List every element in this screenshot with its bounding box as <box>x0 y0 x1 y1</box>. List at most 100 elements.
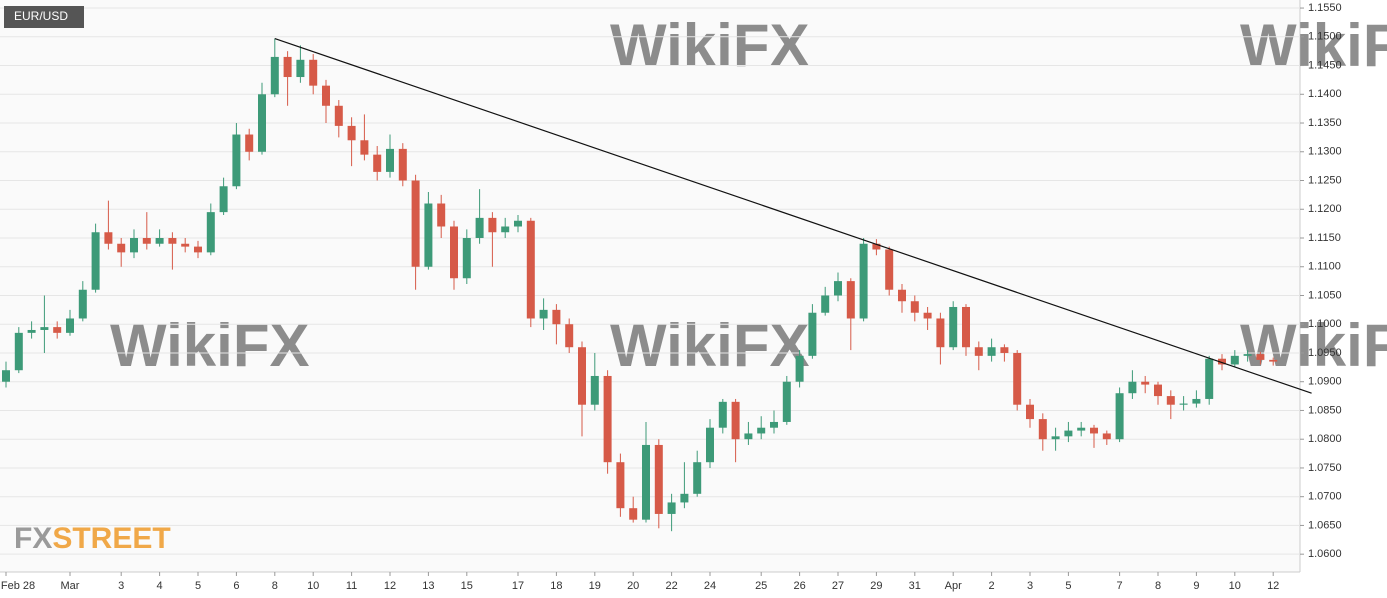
candle-body <box>910 301 919 313</box>
y-tick-label: 1.0750 <box>1308 462 1342 474</box>
x-tick-label: 13 <box>422 580 434 592</box>
candle-body <box>232 134 241 187</box>
x-tick-label: 26 <box>793 580 805 592</box>
candle-body <box>974 347 983 356</box>
x-tick-label: 12 <box>384 580 396 592</box>
watermark: WikiFX <box>1240 12 1387 79</box>
candle-body <box>142 237 151 244</box>
candle-body <box>1230 355 1239 365</box>
x-tick-label: 3 <box>118 580 124 592</box>
y-tick-label: 1.1050 <box>1308 289 1342 301</box>
x-tick-label: 19 <box>589 580 601 592</box>
candle-body <box>53 327 62 333</box>
candle-body <box>181 243 190 247</box>
candle-body <box>744 433 753 440</box>
x-tick-label: 18 <box>550 580 562 592</box>
candle-body <box>757 427 766 434</box>
candle-body <box>1128 381 1137 394</box>
candle-body <box>808 312 817 356</box>
candle-body <box>962 306 970 348</box>
candle-body <box>424 203 433 267</box>
x-tick-label: 27 <box>832 580 844 592</box>
x-tick-label: 20 <box>627 580 639 592</box>
y-tick-label: 1.1150 <box>1308 232 1341 244</box>
candle-body <box>1115 393 1124 440</box>
y-tick-label: 1.1200 <box>1308 203 1342 215</box>
x-tick-label: Feb 28 <box>1 580 35 592</box>
candle-body <box>667 502 676 514</box>
candle-body <box>117 243 126 253</box>
x-tick-label: 5 <box>1065 580 1071 592</box>
candle-body <box>834 281 842 296</box>
candle-body <box>1256 354 1265 360</box>
candle-body <box>1064 430 1073 437</box>
candle-body <box>526 220 535 319</box>
candle-body <box>1192 398 1201 404</box>
logo-suffix: STREET <box>52 522 170 555</box>
x-tick-label: 17 <box>512 580 524 592</box>
candle-body <box>1090 427 1098 434</box>
candle-body <box>219 186 228 213</box>
candle-body <box>206 212 215 253</box>
candle-body <box>1013 352 1022 405</box>
candle-body <box>693 462 702 494</box>
candle-body <box>590 375 599 405</box>
x-tick-label: 7 <box>1117 580 1123 592</box>
watermark: WikiFX <box>610 12 809 79</box>
candle-body <box>1243 354 1252 356</box>
y-tick-label: 1.1550 <box>1308 2 1342 14</box>
candle-body <box>949 306 958 348</box>
y-tick-label: 1.1500 <box>1308 31 1342 43</box>
candle-body <box>552 309 561 325</box>
candle-body <box>309 59 318 86</box>
y-tick-label: 1.0700 <box>1308 491 1342 503</box>
candle-body <box>386 148 394 172</box>
candle-body <box>475 217 484 238</box>
candle-body <box>514 220 522 227</box>
candle-body <box>411 180 420 267</box>
candle-body <box>462 237 471 279</box>
candle-body <box>654 444 663 514</box>
y-tick-label: 1.1400 <box>1308 88 1342 100</box>
x-tick-label: 9 <box>1193 580 1199 592</box>
x-tick-label: 5 <box>195 580 201 592</box>
candle-body <box>1154 384 1162 397</box>
x-tick-label: 24 <box>704 580 716 592</box>
candle-body <box>488 217 497 233</box>
y-tick-label: 1.1000 <box>1308 318 1342 330</box>
candle-body <box>334 105 343 126</box>
candle-body <box>885 249 894 290</box>
x-tick-label: 25 <box>755 580 767 592</box>
x-tick-label: 31 <box>909 580 921 592</box>
candle-body <box>283 56 292 78</box>
candle-body <box>731 401 740 440</box>
y-tick-label: 1.1300 <box>1308 146 1342 158</box>
candle-body <box>578 347 586 405</box>
y-tick-label: 1.1250 <box>1308 174 1342 186</box>
candle-body <box>616 462 625 509</box>
logo: FXSTREET <box>14 522 171 555</box>
x-tick-label: Mar <box>61 580 80 592</box>
candle-body <box>437 203 446 227</box>
y-tick-label: 1.0850 <box>1308 404 1342 416</box>
watermark: WikiFX <box>1240 312 1387 379</box>
candle-body <box>718 401 727 428</box>
candle-body <box>1000 347 1009 353</box>
candle-body <box>360 140 369 155</box>
candle-body <box>1269 359 1278 362</box>
candle-body <box>104 232 113 244</box>
candle-body <box>1051 436 1060 440</box>
x-tick-label: 2 <box>989 580 995 592</box>
title-box <box>4 6 84 28</box>
watermark: WikiFX <box>610 312 809 379</box>
candle-body <box>846 281 855 319</box>
candle-body <box>680 493 689 503</box>
chart-title: EUR/USD <box>14 9 68 23</box>
candle-body <box>1166 396 1175 405</box>
candle-body <box>898 289 906 302</box>
candle-body <box>270 56 279 95</box>
x-tick-label: Apr <box>945 580 962 592</box>
candle-body <box>1179 403 1188 405</box>
